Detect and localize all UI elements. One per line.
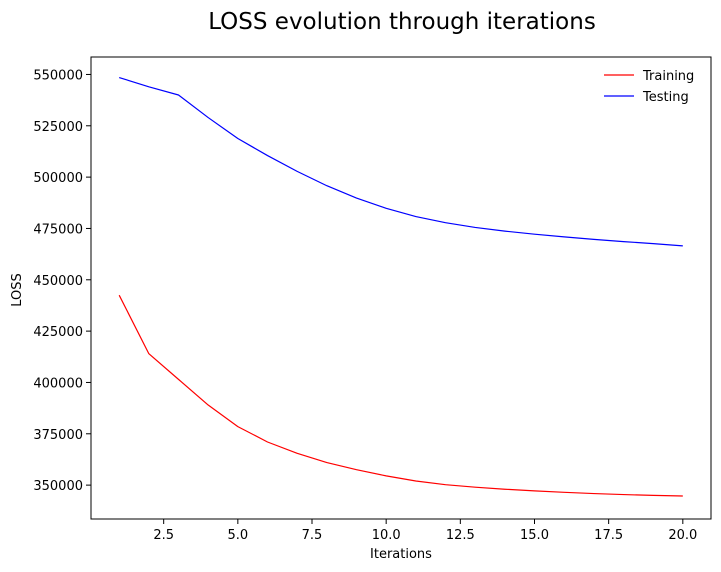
y-tick-label: 475000 [33,222,83,237]
x-tick-label: 12.5 [446,528,475,543]
x-tick-label: 2.5 [153,528,174,543]
series-layer [118,76,683,497]
y-axis-label: LOSS [10,273,25,307]
x-tick-label: 5.0 [227,528,248,543]
series-line-testing [119,76,683,247]
y-tick-label: 350000 [33,479,83,494]
x-tick-label: 15.0 [520,528,549,543]
series-line-training [118,294,683,497]
x-tick-label: 7.5 [302,528,323,543]
y-tick-label: 525000 [33,120,83,135]
x-tick-label: 10.0 [372,528,401,543]
plot-area: 2.5 5.0 7.5 10.0 12.5 15.0 17.5 20.0 350000 3750… [33,56,712,543]
plot-frame [90,56,712,520]
legend-label-training: Training [642,69,694,84]
x-axis-ticks: 2.5 5.0 7.5 10.0 12.5 15.0 17.5 20.0 [153,519,697,543]
x-axis-label: Iterations [370,547,432,562]
legend: Training Testing [604,69,694,105]
y-tick-label: 550000 [33,68,83,83]
x-tick-label: 17.5 [594,528,623,543]
y-tick-label: 400000 [33,376,83,391]
y-axis-ticks: 350000 375000 400000 425000 450000 475000 5000… [33,68,91,494]
y-tick-label: 425000 [33,325,83,340]
chart-title: LOSS evolution through iterations [208,9,596,35]
y-tick-label: 500000 [33,171,83,186]
y-tick-label: 450000 [33,274,83,289]
y-tick-label: 375000 [33,428,83,443]
x-tick-label: 20.0 [668,528,697,543]
legend-label-testing: Testing [642,90,689,105]
